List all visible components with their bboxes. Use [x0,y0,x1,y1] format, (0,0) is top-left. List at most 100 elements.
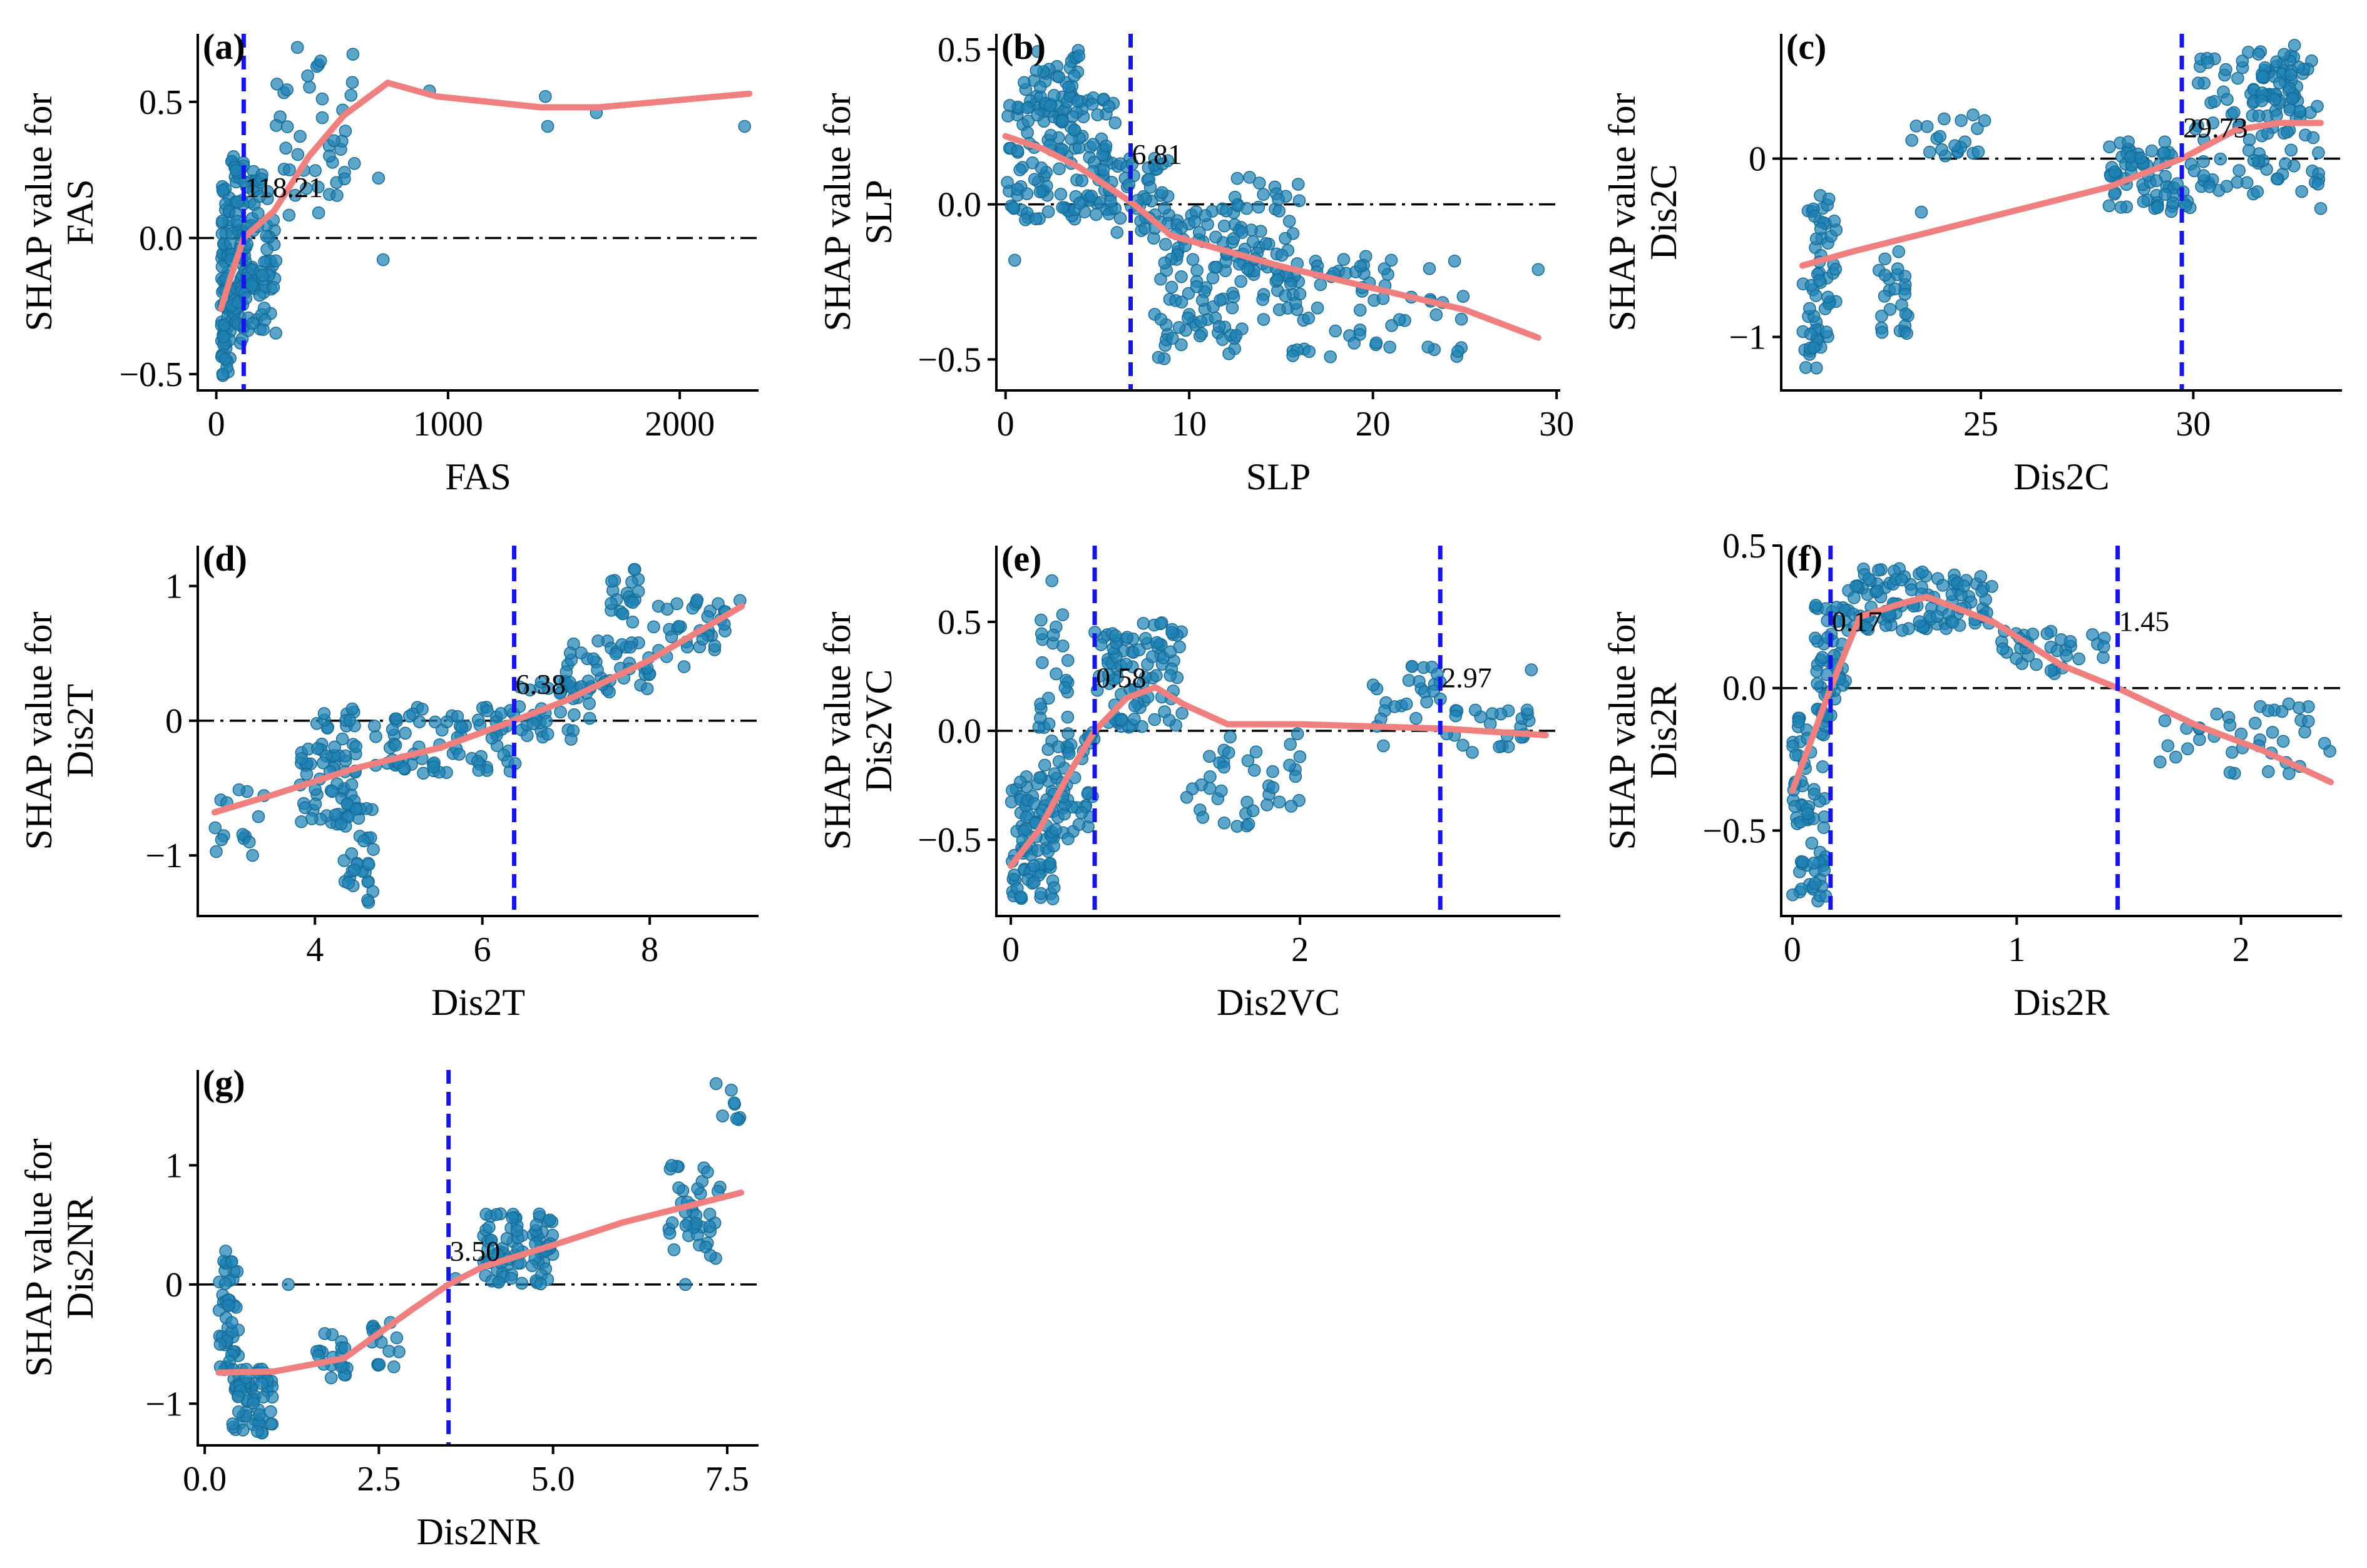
scatter-point [1175,338,1188,352]
scatter-point [1875,309,1888,323]
scatter-point [215,260,229,273]
scatter-point [219,1245,232,1258]
scatter-point [2197,169,2211,182]
scatter-point [2266,726,2279,739]
scatter-point [1292,194,1306,207]
x-tick-label: 1 [2008,930,2025,969]
scatter-point [1206,271,1220,285]
scatter-point [1808,877,1822,890]
scatter-point [1056,201,1069,214]
scatter-point [1240,201,1254,215]
scatter-point [1282,215,1296,228]
x-tick-label: 2 [1291,930,1309,969]
scatter-point [225,1255,238,1268]
scatter-point [2179,199,2192,212]
scatter-point [2161,739,2175,753]
scatter-point [1272,193,1285,206]
threshold-label: 0.17 [1832,606,1883,638]
scatter-point [1531,263,1545,276]
scatter-point [1227,290,1240,303]
scatter-point [1878,268,1892,282]
panel-label: (c) [1786,26,1826,67]
fit-curve [1799,120,2324,269]
scatter-point [1936,579,1950,592]
scatter-point [1050,667,1063,681]
scatter-point [2272,76,2286,89]
scatter-point [665,1216,679,1229]
scatter-point [2158,714,2172,728]
scatter-point [665,630,678,643]
scatter-point [539,89,552,103]
scatter-point [1154,313,1168,326]
scatter-point [1203,781,1217,795]
scatter-point [215,833,228,847]
scatter-point [1104,195,1117,208]
scatter-point [218,1277,232,1290]
scatter-point [1971,145,1985,158]
scatter-point [1420,695,1433,709]
scatter-point [1807,341,1821,354]
scatter-point [2170,177,2184,190]
scatter-point [1120,631,1134,644]
y-axis-label: SHAP value for [18,611,59,850]
panel-label: (b) [1001,26,1046,67]
scatter-point [1128,700,1142,713]
scatter-point [1895,573,1908,587]
scatter-point [1293,750,1307,763]
scatter-point [1799,361,1812,374]
scatter-point [1817,821,1831,834]
scatter-point [1029,212,1043,226]
scatter-point [1329,324,1342,338]
scatter-point [295,815,308,828]
scatter-point [256,268,269,282]
x-tick-label: 2000 [645,405,715,444]
scatter-point [327,134,340,148]
scatter-point [716,1109,729,1123]
scatter-point [504,1271,518,1285]
scatter-point [1451,345,1465,358]
scatter-point [2114,201,2128,214]
scatter-point [2192,76,2205,90]
scatter-point [335,732,349,746]
scatter-point [583,711,596,725]
scatter-point [1155,186,1169,200]
panel-label: (g) [203,1062,245,1103]
scatter-point [1190,264,1204,277]
scatter-point [1196,811,1210,824]
y-tick-label: 0 [1749,140,1766,179]
scatter-point [1809,631,1822,645]
scatter-point [1275,248,1289,262]
scatter-point [626,615,640,629]
scatter-point [294,130,307,143]
scatter-point [1270,273,1284,287]
scatter-point [1816,760,1829,773]
scatter-point [2223,766,2237,779]
scatter-point [1256,293,1269,306]
scatter-point [258,313,272,327]
scatter-point [2134,151,2147,165]
scatter-point [1011,144,1025,158]
scatter-point [317,756,330,770]
scatter-point [1046,892,1060,905]
scatter-point [1090,208,1103,221]
scatter-point [1058,681,1072,695]
panel-label: (a) [203,26,245,67]
scatter-point [2312,146,2325,160]
scatter-point [368,719,381,733]
scatter-point [1337,253,1351,266]
scatter-point [696,633,710,646]
y-axis-label: Dis2R [1643,683,1684,778]
scatter-point [701,1165,714,1179]
scatter-point [330,176,343,189]
scatter-point [390,1331,404,1345]
scatter-point [1816,651,1829,664]
x-tick-label: 5.0 [531,1460,575,1499]
scatter-point [534,675,548,689]
scatter-point [1347,337,1361,350]
scatter-point [1068,123,1081,136]
scatter-point [2226,746,2239,759]
scatter-point [1013,163,1026,176]
